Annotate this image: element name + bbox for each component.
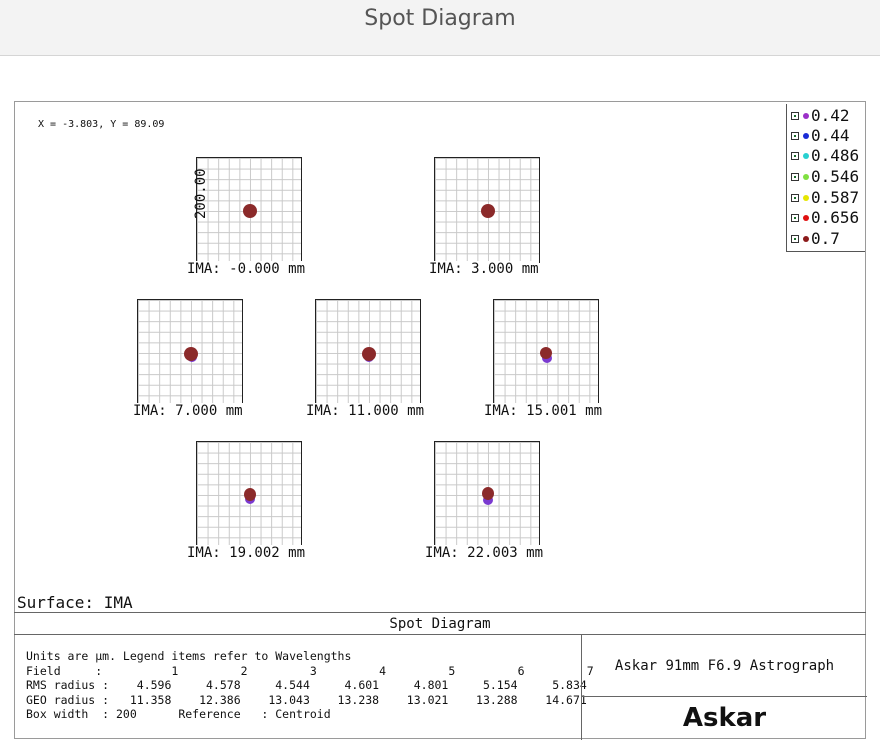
spot-marker-secondary bbox=[483, 495, 493, 505]
legend-marker-icon bbox=[791, 235, 799, 243]
window-title: Spot Diagram bbox=[364, 6, 516, 31]
cursor-coordinates: X = -3.803, Y = 89.09 bbox=[38, 119, 165, 130]
box-width-axis-label: 200.00 bbox=[193, 168, 209, 219]
title-bar: Spot Diagram bbox=[0, 0, 880, 56]
info-line: RMS radius : 4.596 4.578 4.544 4.601 4.8… bbox=[26, 678, 587, 692]
legend-dot-icon bbox=[803, 236, 809, 242]
lens-info-panel: Askar 91mm F6.9 Astrograph Askar bbox=[581, 635, 867, 740]
legend-dot-icon bbox=[803, 215, 809, 221]
legend-marker-icon bbox=[791, 214, 799, 222]
field-label: IMA: 11.000 mm bbox=[306, 403, 425, 419]
legend-marker-icon bbox=[791, 132, 799, 140]
legend-label: 0.44 bbox=[811, 126, 850, 145]
legend-dot-icon bbox=[803, 195, 809, 201]
info-panel: Spot Diagram Units are µm. Legend items … bbox=[14, 612, 867, 740]
field-label: IMA: 19.002 mm bbox=[187, 545, 306, 561]
legend-marker-icon bbox=[791, 112, 799, 120]
spot-marker bbox=[540, 347, 552, 359]
legend-item: 0.546 bbox=[790, 167, 866, 187]
legend-item: 0.486 bbox=[790, 146, 866, 166]
lens-name: Askar 91mm F6.9 Astrograph bbox=[582, 635, 867, 697]
legend-item: 0.656 bbox=[790, 208, 866, 228]
legend-dot-icon bbox=[803, 153, 809, 159]
field-label: IMA: -0.000 mm bbox=[187, 261, 306, 277]
spot-statistics: Units are µm. Legend items refer to Wave… bbox=[26, 649, 594, 722]
legend-label: 0.7 bbox=[811, 229, 840, 248]
legend-label: 0.656 bbox=[811, 208, 860, 227]
spot-marker bbox=[482, 487, 494, 500]
legend-label: 0.42 bbox=[811, 106, 850, 125]
spot-box-field-4[interactable] bbox=[315, 299, 421, 405]
surface-label: Surface: IMA bbox=[17, 593, 133, 612]
field-label: IMA: 15.001 mm bbox=[484, 403, 603, 419]
spot-box-field-6[interactable] bbox=[196, 441, 302, 547]
legend-dot-icon bbox=[803, 113, 809, 119]
info-line: GEO radius : 11.358 12.386 13.043 13.238… bbox=[26, 692, 587, 707]
spot-marker bbox=[184, 347, 198, 361]
field-label: IMA: 3.000 mm bbox=[429, 261, 539, 277]
wavelength-legend: 0.42 0.44 0.486 0.546 0.587 0.656 0.7 bbox=[786, 104, 865, 252]
field-label: IMA: 7.000 mm bbox=[133, 403, 243, 419]
spot-box-field-7[interactable] bbox=[434, 441, 540, 547]
spot-box-field-5[interactable] bbox=[493, 299, 599, 405]
legend-label: 0.546 bbox=[811, 167, 860, 186]
legend-marker-icon bbox=[791, 194, 799, 202]
legend-dot-icon bbox=[803, 174, 809, 180]
spot-box-field-1[interactable] bbox=[196, 157, 302, 263]
info-line: Units are µm. Legend items refer to Wave… bbox=[26, 649, 352, 663]
spot-marker bbox=[481, 204, 495, 218]
spot-marker bbox=[362, 347, 376, 361]
legend-marker-icon bbox=[791, 152, 799, 160]
legend-label: 0.587 bbox=[811, 188, 860, 207]
legend-item: 0.44 bbox=[790, 126, 866, 146]
legend-item: 0.7 bbox=[790, 229, 866, 249]
info-line: Box width : 200 Reference : Centroid bbox=[26, 707, 331, 721]
plot-frame bbox=[14, 101, 866, 739]
info-line: Field : 1 2 3 4 5 6 7 bbox=[26, 663, 594, 678]
spot-box-field-3[interactable] bbox=[137, 299, 243, 405]
legend-label: 0.486 bbox=[811, 146, 860, 165]
spot-marker bbox=[244, 488, 256, 501]
legend-marker-icon bbox=[791, 173, 799, 181]
info-panel-title: Spot Diagram bbox=[14, 613, 866, 635]
brand-logo: Askar bbox=[682, 703, 767, 733]
spot-box-field-2[interactable] bbox=[434, 157, 540, 263]
spot-marker bbox=[243, 204, 257, 218]
legend-item: 0.587 bbox=[790, 188, 866, 208]
legend-dot-icon bbox=[803, 133, 809, 139]
field-label: IMA: 22.003 mm bbox=[425, 545, 544, 561]
legend-item: 0.42 bbox=[790, 106, 866, 126]
